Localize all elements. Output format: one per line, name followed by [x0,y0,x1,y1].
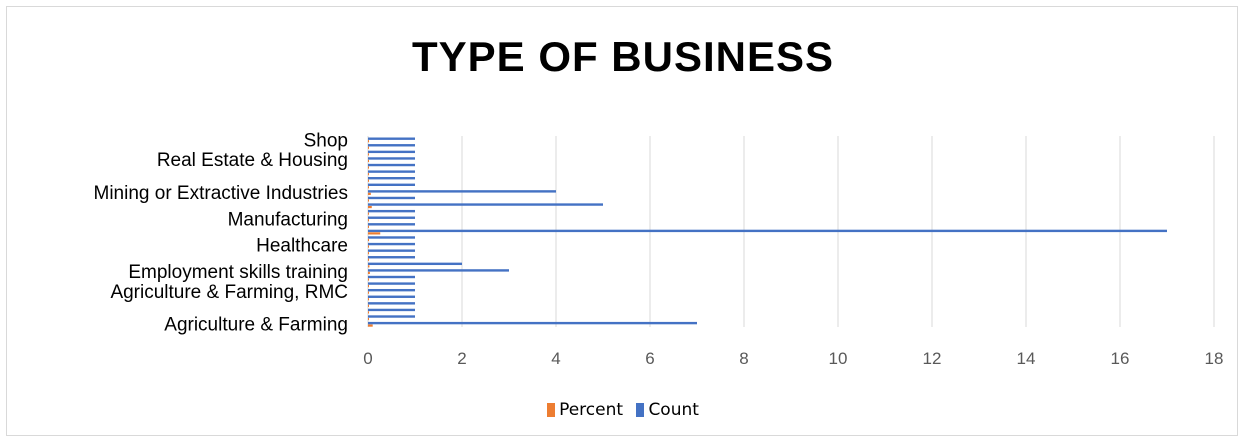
legend-item-percent: Percent [547,400,623,420]
percent-bar [368,278,369,281]
count-bar [368,256,415,259]
percent-bar [368,192,371,195]
x-tick-label: 0 [363,349,372,368]
category-label: Manufacturing [228,209,348,230]
count-bar [368,183,415,186]
percent-bar [368,284,369,288]
percent-bar [368,324,373,327]
percent-bar [368,291,369,294]
count-bar [368,150,415,154]
percent-bar [368,225,369,228]
legend-item-count: Count [636,400,699,420]
count-bar [368,236,415,239]
percent-bar [368,258,369,261]
percent-bar [368,245,369,248]
category-label: Healthcare [256,236,348,257]
category-labels: Agriculture & Farming Agriculture & Farmi… [94,130,349,335]
percent-bar [368,166,369,169]
count-bar [368,242,415,246]
percent-bar [368,212,369,215]
count-bar [368,315,415,318]
count-bar [368,144,415,147]
x-tick-label: 2 [457,349,466,368]
percent-bar [368,298,369,301]
category-label: Shop [304,130,348,151]
count-bar [368,275,415,279]
percent-bar [368,205,372,209]
category-label: Agriculture & Farming, RMC [110,282,348,303]
count-bar [368,196,415,200]
category-label: Employment skills training [128,262,348,283]
percent-bar [368,146,369,149]
percent-bar [368,304,369,307]
count-bar [368,177,415,180]
count-swatch-icon [636,403,645,417]
legend: Percent Count [0,400,1246,422]
count-bar [368,216,415,219]
count-bar [368,262,462,266]
count-bar [368,308,415,312]
x-tick-label: 18 [1205,349,1224,368]
percent-bar [368,311,369,314]
count-bar [368,170,415,173]
x-tick-label: 4 [551,349,560,368]
x-tick-label: 14 [1017,349,1036,368]
count-bar [368,163,415,167]
percent-bar [368,271,370,275]
x-tick-label: 16 [1111,349,1130,368]
count-bar [368,190,556,193]
x-tick-label: 6 [645,349,654,368]
percent-bar [368,317,369,321]
category-label: Mining or Extractive Industries [94,183,349,204]
count-bar [368,157,415,160]
percent-bar [368,186,369,189]
count-bar [368,282,415,285]
percent-bar [368,265,370,268]
count-bar [368,223,415,226]
percent-bar [368,219,369,222]
count-bar [368,269,509,272]
count-bar [368,249,415,252]
count-bar [368,295,415,298]
percent-swatch-icon [547,403,556,417]
count-bar [368,321,697,325]
count-bar [368,288,415,292]
percent-bar [368,159,369,163]
percent-bar [368,232,381,235]
category-label: Real Estate & Housing [157,150,348,171]
bars [368,137,1167,327]
percent-bar [368,252,369,255]
percent-bar [368,153,369,156]
percent-bar [368,199,369,202]
percent-bar [368,238,369,242]
legend-label-count: Count [648,400,699,420]
count-bar [368,137,415,140]
percent-bar [368,140,369,143]
chart-frame: TYPE OF BUSINESS [6,6,1238,436]
x-tick-labels: 0 2 4 6 8 10 12 14 16 18 [363,349,1223,368]
category-label: Agriculture & Farming [164,315,348,336]
x-tick-label: 8 [739,349,748,368]
count-bar [368,209,415,213]
x-tick-label: 12 [923,349,942,368]
count-bar [368,229,1167,233]
count-bar [368,203,603,206]
chart-title: TYPE OF BUSINESS [411,33,835,80]
percent-bar [368,173,369,176]
x-tick-label: 10 [829,349,848,368]
count-bar [368,302,415,305]
percent-bar [368,179,369,182]
legend-label-percent: Percent [559,400,624,420]
